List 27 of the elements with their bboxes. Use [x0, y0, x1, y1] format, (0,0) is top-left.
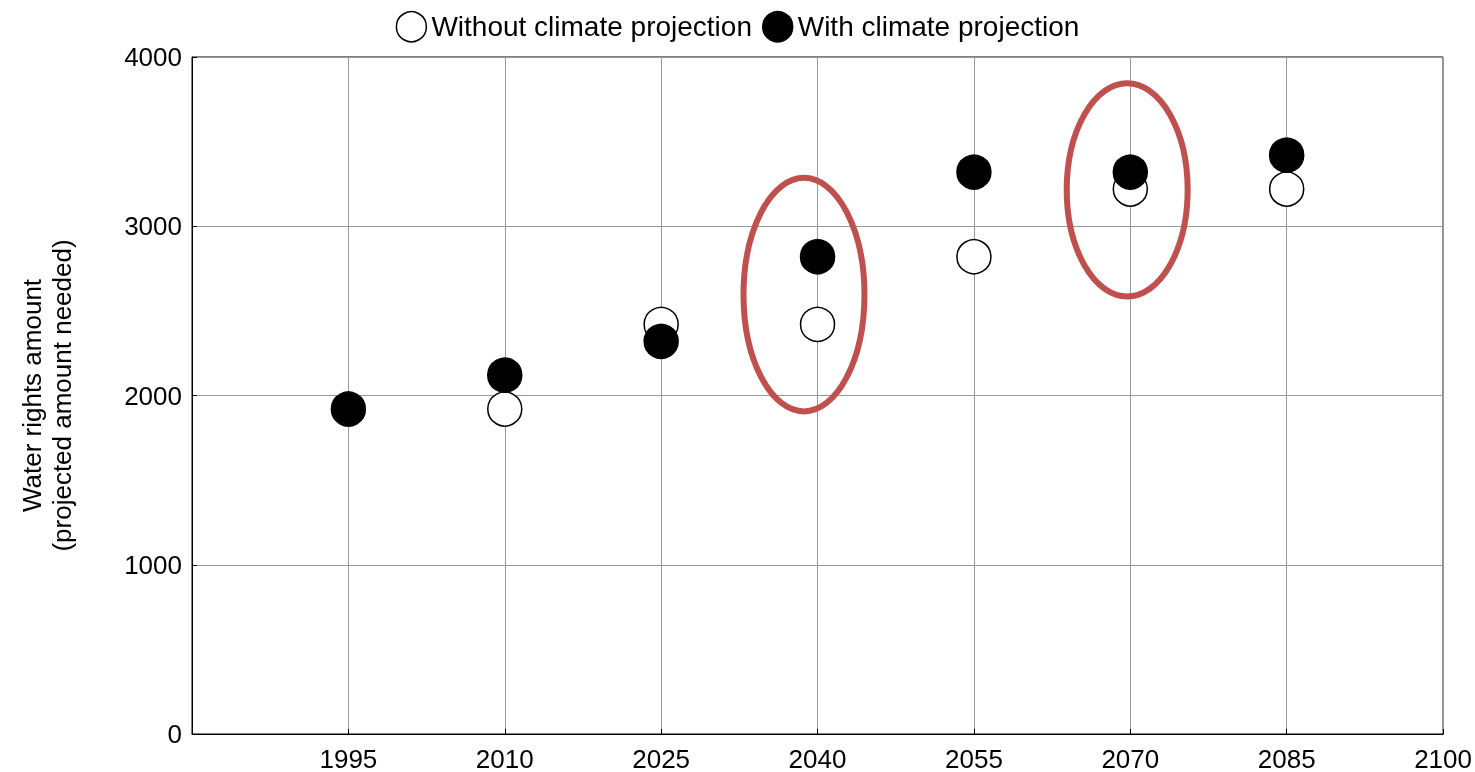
- y-tick-label: 0: [167, 719, 182, 749]
- y-tick-label: 1000: [124, 549, 182, 580]
- y-axis-title: Water rights amount (projected amount needed): [17, 239, 77, 552]
- point: [1268, 171, 1305, 207]
- point: [799, 306, 836, 343]
- x-tick-label: 2055: [945, 744, 1003, 772]
- y-tick-label: 4000: [124, 42, 182, 72]
- point: [799, 238, 836, 275]
- point: [956, 154, 992, 190]
- point: [956, 238, 992, 275]
- y-tick-label: 3000: [124, 211, 182, 242]
- point: [330, 391, 367, 427]
- x-tick-label: 2040: [788, 744, 847, 772]
- x-tick-label: 2100: [1414, 744, 1472, 772]
- point: [643, 323, 679, 360]
- point: [487, 357, 523, 393]
- y-tick-label: 2000: [124, 380, 182, 411]
- x-tick-label: 2070: [1101, 744, 1160, 772]
- point: [487, 391, 523, 427]
- point: [1268, 137, 1305, 173]
- x-tick-label: 2010: [475, 744, 534, 772]
- x-tick-label: 2025: [632, 744, 691, 772]
- x-tick-label: 2085: [1257, 744, 1316, 772]
- point: [1112, 154, 1149, 190]
- x-tick-label: 1995: [319, 744, 378, 772]
- legend-label: Without climate projection: [431, 11, 752, 43]
- legend-label: With climate projection: [797, 11, 1080, 43]
